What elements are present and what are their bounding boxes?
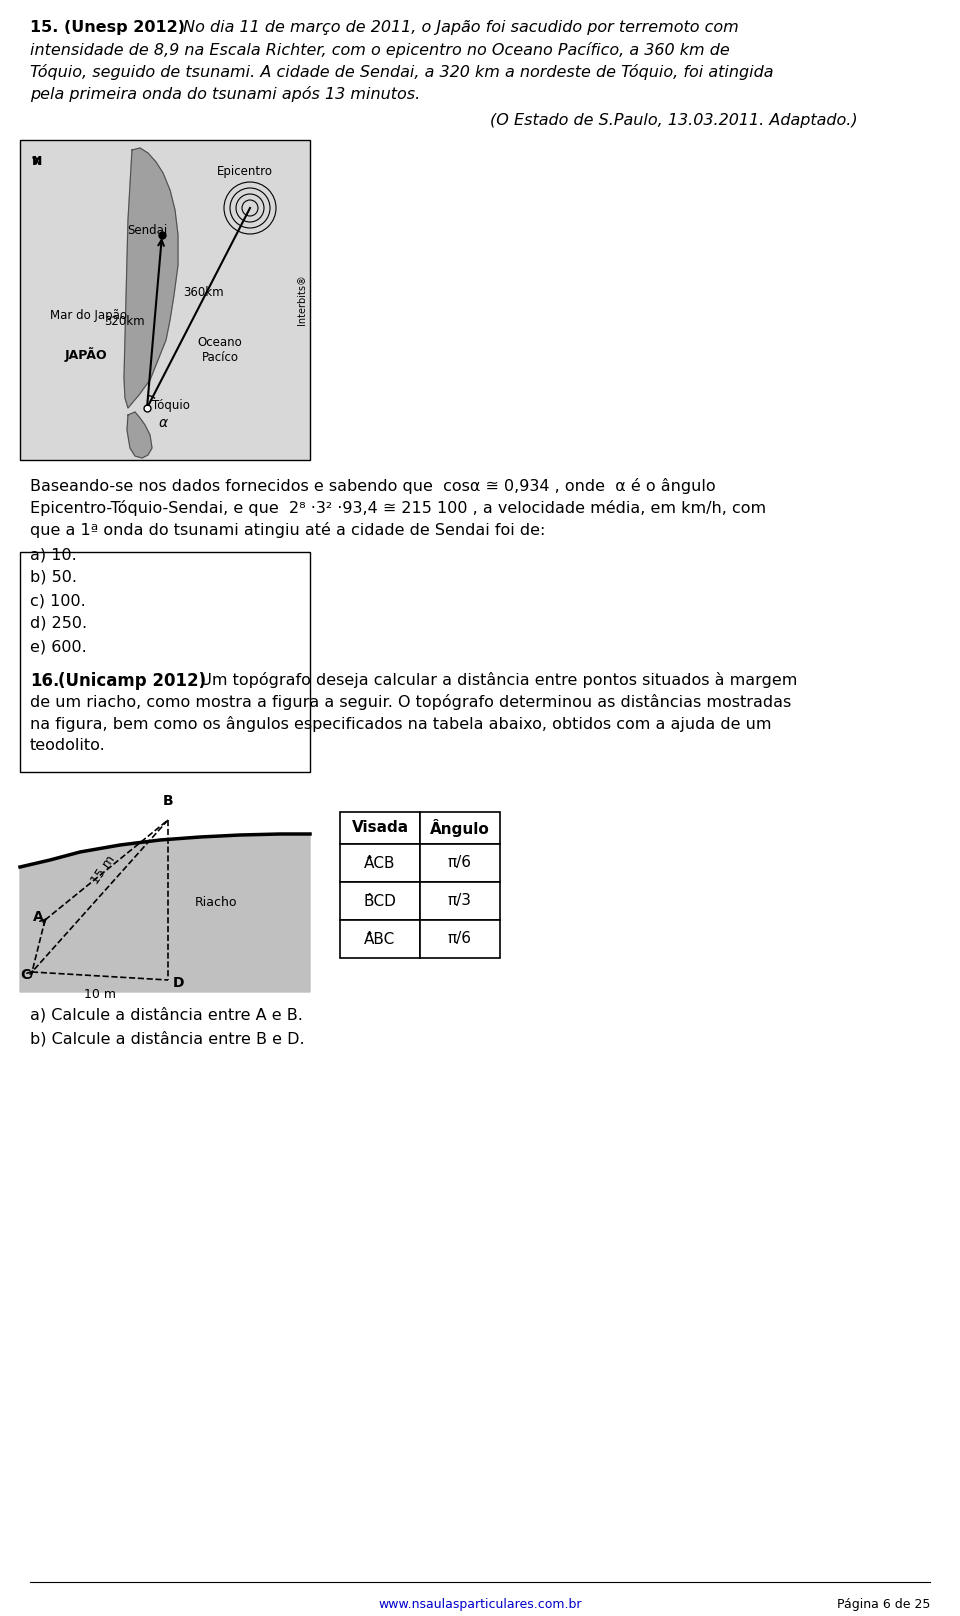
Polygon shape: [20, 834, 310, 992]
Text: e) 600.: e) 600.: [30, 638, 86, 654]
Text: π/6: π/6: [448, 855, 472, 871]
Text: 15 m: 15 m: [88, 853, 117, 887]
Polygon shape: [127, 412, 152, 457]
Text: B̂CD: B̂CD: [364, 894, 396, 908]
Text: α: α: [159, 415, 168, 430]
Text: Visada: Visada: [351, 821, 409, 835]
Text: b) Calcule a distância entre B e D.: b) Calcule a distância entre B e D.: [30, 1031, 304, 1047]
Text: π/3: π/3: [448, 894, 472, 908]
Text: 15. (Unesp 2012): 15. (Unesp 2012): [30, 19, 191, 36]
Text: Interbits®: Interbits®: [297, 275, 307, 325]
Bar: [420, 882, 500, 920]
Text: teodolito.: teodolito.: [30, 739, 106, 753]
Text: Epicentro: Epicentro: [217, 165, 273, 178]
Text: a) 10.: a) 10.: [30, 546, 77, 562]
Bar: [20, 553, 310, 772]
Text: de um riacho, como mostra a figura a seguir. O topógrafo determinou as distância: de um riacho, como mostra a figura a seg…: [30, 693, 791, 709]
Bar: [20, 141, 310, 461]
Text: Tóquio, seguido de tsunami. A cidade de Sendai, a 320 km a nordeste de Tóquio, f: Tóquio, seguido de tsunami. A cidade de …: [30, 65, 774, 81]
Text: Oceano
Pacíco: Oceano Pacíco: [198, 336, 242, 364]
Text: b) 50.: b) 50.: [30, 570, 77, 585]
Text: 10 m: 10 m: [84, 987, 116, 1000]
Text: N: N: [32, 155, 42, 168]
Text: Página 6 de 25: Página 6 de 25: [836, 1598, 930, 1611]
Text: JAPÃO: JAPÃO: [65, 347, 108, 362]
Text: Mar do Japão: Mar do Japão: [50, 309, 127, 322]
Text: No dia 11 de março de 2011, o Japão foi sacudido por terremoto com: No dia 11 de março de 2011, o Japão foi …: [178, 19, 739, 36]
Text: (Unicamp 2012): (Unicamp 2012): [58, 672, 206, 690]
Bar: [340, 811, 420, 844]
Polygon shape: [124, 149, 178, 407]
Text: a) Calcule a distância entre A e B.: a) Calcule a distância entre A e B.: [30, 1007, 302, 1023]
Text: d) 250.: d) 250.: [30, 616, 87, 630]
Text: Um topógrafo deseja calcular a distância entre pontos situados à margem: Um topógrafo deseja calcular a distância…: [190, 672, 798, 688]
Bar: [340, 844, 420, 882]
Text: intensidade de 8,9 na Escala Richter, com o epicentro no Oceano Pacífico, a 360 : intensidade de 8,9 na Escala Richter, co…: [30, 42, 730, 58]
Text: que a 1ª onda do tsunami atingiu até a cidade de Sendai foi de:: que a 1ª onda do tsunami atingiu até a c…: [30, 522, 545, 538]
Text: Baseando-se nos dados fornecidos e sabendo que  cosα ≅ 0,934 , onde  α é o ângul: Baseando-se nos dados fornecidos e saben…: [30, 478, 715, 494]
Text: na figura, bem como os ângulos especificados na tabela abaixo, obtidos com a aju: na figura, bem como os ângulos especific…: [30, 716, 772, 732]
Bar: [340, 920, 420, 958]
Bar: [340, 882, 420, 920]
Text: B: B: [162, 793, 174, 808]
Text: ÂBC: ÂBC: [365, 931, 396, 947]
Text: π/6: π/6: [448, 931, 472, 947]
Bar: [420, 844, 500, 882]
Text: www.nsaulasparticulares.com.br: www.nsaulasparticulares.com.br: [378, 1598, 582, 1611]
Text: Epicentro-Tóquio-Sendai, e que  2⁸ ·3² ·93,4 ≅ 215 100 , a velocidade média, em : Epicentro-Tóquio-Sendai, e que 2⁸ ·3² ·9…: [30, 499, 766, 516]
Text: 16.: 16.: [30, 672, 60, 690]
Text: pela primeira onda do tsunami após 13 minutos.: pela primeira onda do tsunami após 13 mi…: [30, 86, 420, 102]
Text: A: A: [33, 910, 44, 924]
Text: c) 100.: c) 100.: [30, 593, 85, 608]
Bar: [420, 920, 500, 958]
Text: ÂCB: ÂCB: [364, 855, 396, 871]
Text: Tóquio: Tóquio: [152, 399, 190, 412]
Text: D: D: [173, 976, 184, 991]
Bar: [420, 811, 500, 844]
Text: (O Estado de S.Paulo, 13.03.2011. Adaptado.): (O Estado de S.Paulo, 13.03.2011. Adapta…: [490, 113, 857, 128]
Text: 360km: 360km: [183, 286, 224, 299]
Text: Riacho: Riacho: [195, 895, 237, 908]
Text: Ângulo: Ângulo: [430, 819, 490, 837]
Text: C: C: [20, 968, 31, 983]
Text: Sendai: Sendai: [127, 223, 167, 236]
Text: 320km: 320km: [105, 315, 145, 328]
